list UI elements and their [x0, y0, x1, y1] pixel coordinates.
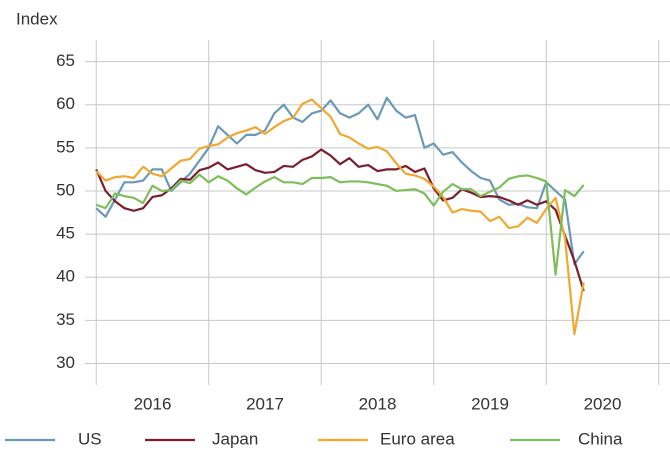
y-tick-label: 65: [56, 51, 75, 70]
y-tick-label: 40: [56, 267, 75, 286]
x-tick-label: 2016: [134, 394, 172, 413]
legend-label: Japan: [212, 429, 258, 448]
x-tick-label: 2020: [584, 394, 622, 413]
y-tick-label: 60: [56, 94, 75, 113]
y-tick-label: 30: [56, 353, 75, 372]
legend-label: US: [78, 429, 102, 448]
x-tick-label: 2019: [471, 394, 509, 413]
x-tick-label: 2017: [246, 394, 284, 413]
y-tick-label: 55: [56, 137, 75, 156]
y-tick-label: 35: [56, 310, 75, 329]
x-tick-label: 2018: [359, 394, 397, 413]
series-line: [95, 96, 585, 266]
series-line: [95, 148, 585, 292]
series-line: [95, 98, 585, 336]
legend-label: China: [578, 429, 623, 448]
y-axis-label: Index: [16, 9, 58, 28]
series-line: [95, 173, 585, 276]
legend-label: Euro area: [380, 429, 455, 448]
y-tick-label: 45: [56, 224, 75, 243]
y-tick-label: 50: [56, 180, 75, 199]
